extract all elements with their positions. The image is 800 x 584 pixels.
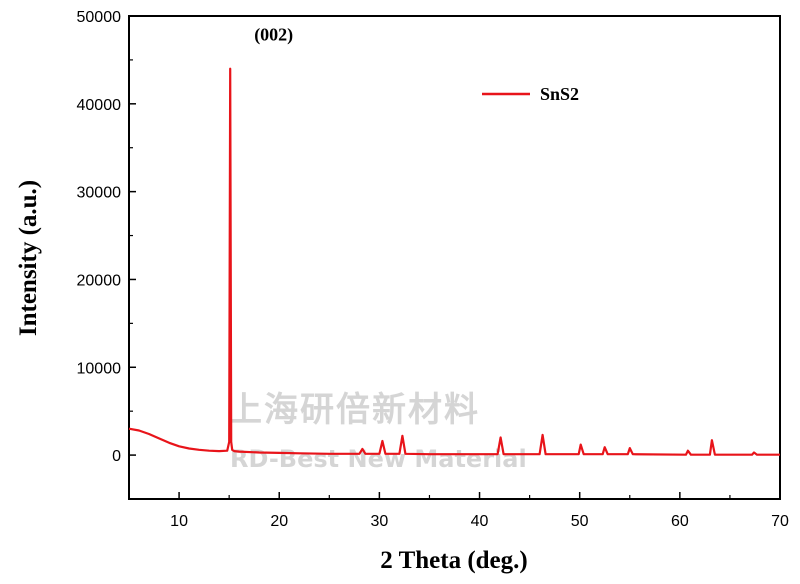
- x-tick-label: 20: [270, 513, 288, 530]
- y-axis-title: Intensity (a.u.): [15, 180, 42, 336]
- legend-label-sns2: SnS2: [540, 84, 579, 104]
- x-tick-label: 30: [370, 513, 388, 530]
- x-tick-label: 70: [771, 513, 789, 530]
- y-tick-label: 0: [112, 448, 121, 465]
- watermark-chinese: 上海研倍新材料: [228, 390, 480, 430]
- x-tick-label: 60: [671, 513, 689, 530]
- x-tick-label: 40: [471, 513, 489, 530]
- y-tick-label: 10000: [77, 360, 122, 377]
- x-tick-label: 10: [170, 513, 188, 530]
- y-tick-label: 50000: [77, 9, 122, 26]
- y-tick-label: 40000: [77, 97, 122, 114]
- y-tick-label: 30000: [77, 185, 122, 202]
- x-axis-title: 2 Theta (deg.): [380, 547, 527, 574]
- y-tick-label: 20000: [77, 272, 122, 289]
- plot-frame: [128, 15, 781, 500]
- y-axis-ticks: 0 10000 20000 30000 40000 50000: [77, 9, 136, 500]
- x-tick-label: 50: [571, 513, 589, 530]
- watermark-english: RD-Best New Material: [230, 445, 527, 473]
- x-axis-ticks: 10 20 30 40 50 60 70: [128, 492, 789, 530]
- series-line-sns2: [128, 67, 780, 456]
- peak-annotation-002: (002): [254, 25, 293, 46]
